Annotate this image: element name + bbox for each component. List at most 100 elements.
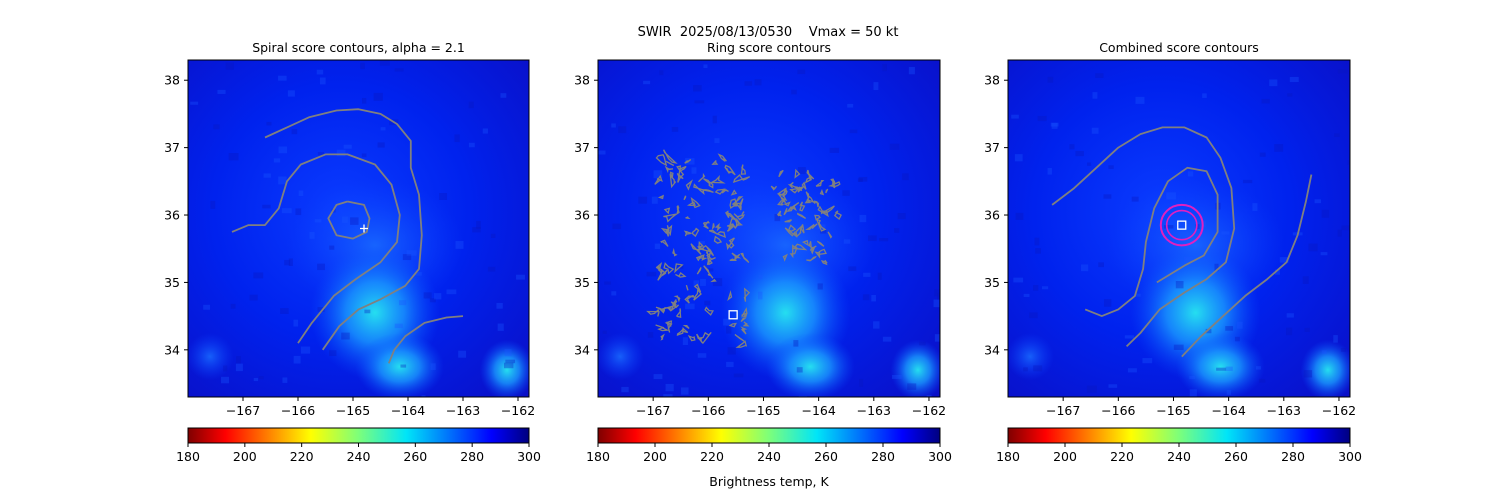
contour-fragment	[655, 262, 663, 272]
contour-fragment	[711, 160, 719, 165]
contour-fragment	[805, 191, 810, 199]
contour-fragment	[685, 179, 694, 191]
center-marker	[360, 224, 368, 233]
contour-fragment	[732, 174, 751, 184]
contour-fragment	[799, 201, 806, 212]
contour-fragment	[731, 252, 742, 259]
contour-fragment	[787, 224, 797, 233]
contour-fragment	[690, 294, 696, 298]
contour-fragment	[735, 340, 748, 348]
x-tick-label: −162	[1322, 403, 1356, 418]
axes-frame	[1007, 59, 1351, 398]
contour-fragment	[730, 189, 738, 196]
contour-fragment	[673, 295, 681, 303]
x-tick-label: −167	[1046, 403, 1080, 418]
contour-fragment	[711, 223, 715, 230]
colorbar-tick-label: 220	[290, 449, 314, 464]
contour-fragment	[742, 321, 750, 327]
x-tick-label: −165	[336, 403, 370, 418]
contour-fragment	[684, 159, 692, 164]
contour-fragment	[820, 205, 835, 215]
contour-fragment	[827, 231, 833, 239]
contour-fragment	[776, 210, 782, 217]
contour-fragment	[660, 269, 668, 276]
contour-fragment	[740, 252, 750, 263]
center-marker	[1177, 220, 1187, 230]
y-tick-label: 37	[984, 140, 1000, 155]
contour-fragment	[786, 205, 795, 212]
contour-fragment	[804, 173, 815, 184]
contour-fragment	[731, 196, 744, 207]
colorbar-tick-label: 180	[586, 449, 610, 464]
contour-fragment	[800, 224, 805, 234]
contour-fragment	[714, 188, 726, 195]
contour-fragment	[777, 194, 788, 204]
colorbar	[187, 427, 530, 444]
contour-fragment	[646, 308, 660, 315]
contour-fragment	[740, 317, 747, 323]
colorbar	[597, 427, 941, 444]
contour-fragment	[683, 230, 692, 235]
contour-fragment	[784, 227, 798, 239]
contour-fragment	[666, 304, 680, 312]
colorbar-tick-label: 300	[517, 449, 541, 464]
contour-fragment	[814, 214, 821, 221]
x-tick-label: −163	[446, 403, 480, 418]
contour-fragment	[666, 224, 673, 236]
contour-fragment	[663, 207, 671, 215]
contour-fragment	[682, 325, 690, 329]
contour-fragment	[697, 241, 705, 251]
brightness-temp-field	[1008, 60, 1350, 397]
contour-fragment	[725, 212, 744, 227]
contour-fragment	[672, 299, 677, 308]
contour-fragment	[704, 306, 714, 316]
axes-frame	[187, 59, 530, 398]
x-tick-label: −166	[691, 403, 725, 418]
contour-fragment	[702, 189, 714, 194]
contour-fragment	[675, 205, 680, 216]
colorbar-tick-label: 200	[233, 449, 257, 464]
contour-fragment	[733, 213, 745, 221]
colorbar-tick-label: 200	[643, 449, 667, 464]
contour-fragment	[698, 172, 706, 183]
y-tick-label: 35	[984, 275, 1000, 290]
contour-line	[1051, 126, 1236, 348]
score-contours	[646, 149, 842, 348]
contour-fragment	[789, 186, 801, 194]
colorbar-tick-label: 240	[347, 449, 371, 464]
contour-fragment	[811, 223, 818, 230]
colorbar-tick-label: 280	[871, 449, 895, 464]
contour-fragment	[741, 211, 745, 216]
contour-fragment	[654, 174, 663, 185]
contour-fragment	[806, 255, 817, 262]
contour-fragment	[740, 164, 747, 175]
brightness-temp-field	[598, 60, 940, 397]
x-tick-label: −166	[281, 403, 315, 418]
contour-fragment	[693, 283, 702, 293]
panel-title: Spiral score contours, alpha = 2.1	[252, 40, 465, 55]
contour-fragment	[816, 240, 825, 247]
colorbar-tick-label: 260	[814, 449, 838, 464]
y-tick-label: 36	[984, 208, 1000, 223]
panel-2: Ring score contours −167 −166 −165 −164 −163 −…	[574, 40, 952, 464]
panel-title: Ring score contours	[707, 40, 831, 55]
contour-fragment	[770, 185, 778, 191]
contour-fragment	[698, 331, 712, 345]
contour-fragment	[674, 263, 684, 274]
contour-fragment	[740, 326, 748, 335]
contour-fragment	[813, 200, 820, 208]
y-tick-label: 38	[984, 73, 1000, 88]
highlight-contour	[1159, 203, 1204, 247]
contour-fragment	[819, 189, 825, 196]
x-tick-label: −164	[801, 403, 835, 418]
contour-fragment	[721, 188, 729, 194]
colorbar-tick-label: 300	[1338, 449, 1362, 464]
x-tick-label: −165	[746, 403, 780, 418]
contour-fragment	[696, 267, 702, 275]
panels: Spiral score contours, alpha = 2.1 −167 −1…	[164, 40, 1362, 464]
contour-fragment	[706, 251, 709, 255]
contour-line	[1084, 166, 1219, 317]
y-tick-label: 34	[574, 342, 590, 357]
colorbar-tick-label: 300	[928, 449, 952, 464]
contour-fragment	[806, 169, 811, 181]
